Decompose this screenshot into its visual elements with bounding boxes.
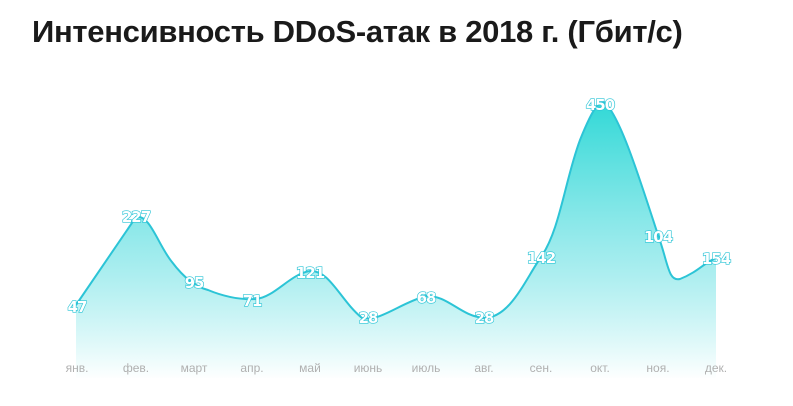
data-label-nov: 104 <box>644 228 673 246</box>
x-label-may: май <box>299 361 321 375</box>
data-label-aug: 28 <box>475 309 494 327</box>
x-label-feb: фев. <box>123 361 149 375</box>
data-label-apr: 71 <box>243 292 262 310</box>
data-label-sep: 142 <box>527 249 556 267</box>
x-label-jun: июнь <box>354 361 383 375</box>
x-label-aug: авг. <box>474 361 493 375</box>
data-label-jun: 28 <box>359 309 378 327</box>
trend-line <box>75 100 717 320</box>
data-labels: 47 227 95 71 121 28 68 28 142 450 104 15… <box>67 95 732 327</box>
chart-title: Интенсивность DDoS-атак в 2018 г. (Гбит/… <box>32 14 683 49</box>
x-axis-labels: янв. фев. март апр. май июнь июль авг. с… <box>66 361 728 375</box>
data-label-jan: 47 <box>68 298 87 316</box>
data-label-oct: 450 <box>586 96 615 114</box>
x-label-sep: сен. <box>530 361 553 375</box>
data-label-may: 121 <box>296 264 325 282</box>
area-fill <box>76 101 716 378</box>
x-label-jul: июль <box>412 361 441 375</box>
x-label-apr: апр. <box>240 361 263 375</box>
data-label-feb: 227 <box>122 208 151 226</box>
x-label-dec: дек. <box>705 361 727 375</box>
x-label-jan: янв. <box>66 361 89 375</box>
data-label-dec: 154 <box>702 250 731 268</box>
x-label-mar: март <box>181 361 208 375</box>
data-label-jul: 68 <box>417 289 436 307</box>
x-label-oct: окт. <box>590 361 610 375</box>
x-label-nov: ноя. <box>646 361 669 375</box>
data-label-mar: 95 <box>185 274 204 292</box>
